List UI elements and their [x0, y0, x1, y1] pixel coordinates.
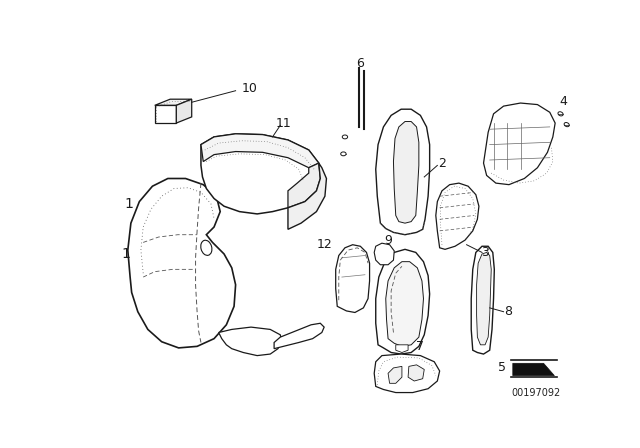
Text: 7: 7 — [417, 340, 424, 353]
Text: 1: 1 — [121, 247, 130, 261]
Text: 10: 10 — [242, 82, 258, 95]
Polygon shape — [477, 252, 492, 345]
Polygon shape — [471, 246, 494, 354]
Polygon shape — [128, 178, 236, 348]
Polygon shape — [288, 163, 320, 208]
Polygon shape — [274, 323, 324, 349]
Text: 3: 3 — [481, 246, 489, 259]
Polygon shape — [388, 366, 402, 383]
Ellipse shape — [564, 122, 569, 127]
Polygon shape — [336, 245, 369, 313]
Text: 2: 2 — [438, 157, 446, 170]
Polygon shape — [155, 105, 176, 123]
Text: 9: 9 — [384, 233, 392, 246]
Polygon shape — [408, 365, 424, 381]
Text: 6: 6 — [356, 56, 364, 69]
Polygon shape — [201, 134, 319, 168]
Polygon shape — [376, 109, 429, 235]
Polygon shape — [201, 134, 320, 214]
Polygon shape — [155, 99, 192, 105]
Text: 00197092: 00197092 — [511, 388, 561, 397]
Polygon shape — [374, 354, 440, 392]
Text: 8: 8 — [504, 305, 512, 318]
Polygon shape — [394, 121, 419, 223]
Polygon shape — [176, 99, 192, 123]
Polygon shape — [484, 103, 555, 185]
Polygon shape — [288, 163, 326, 229]
Text: 5: 5 — [498, 362, 506, 375]
Polygon shape — [513, 363, 554, 375]
Ellipse shape — [342, 135, 348, 139]
Polygon shape — [386, 262, 424, 346]
Polygon shape — [396, 345, 408, 353]
Text: 1: 1 — [125, 197, 134, 211]
Polygon shape — [374, 243, 394, 265]
Polygon shape — [219, 327, 282, 356]
Ellipse shape — [340, 152, 346, 156]
Ellipse shape — [201, 240, 212, 255]
Polygon shape — [376, 250, 429, 354]
Text: 4: 4 — [559, 95, 567, 108]
Text: 11: 11 — [275, 116, 291, 129]
Polygon shape — [436, 183, 479, 250]
Text: 12: 12 — [317, 238, 333, 251]
Ellipse shape — [558, 112, 563, 116]
